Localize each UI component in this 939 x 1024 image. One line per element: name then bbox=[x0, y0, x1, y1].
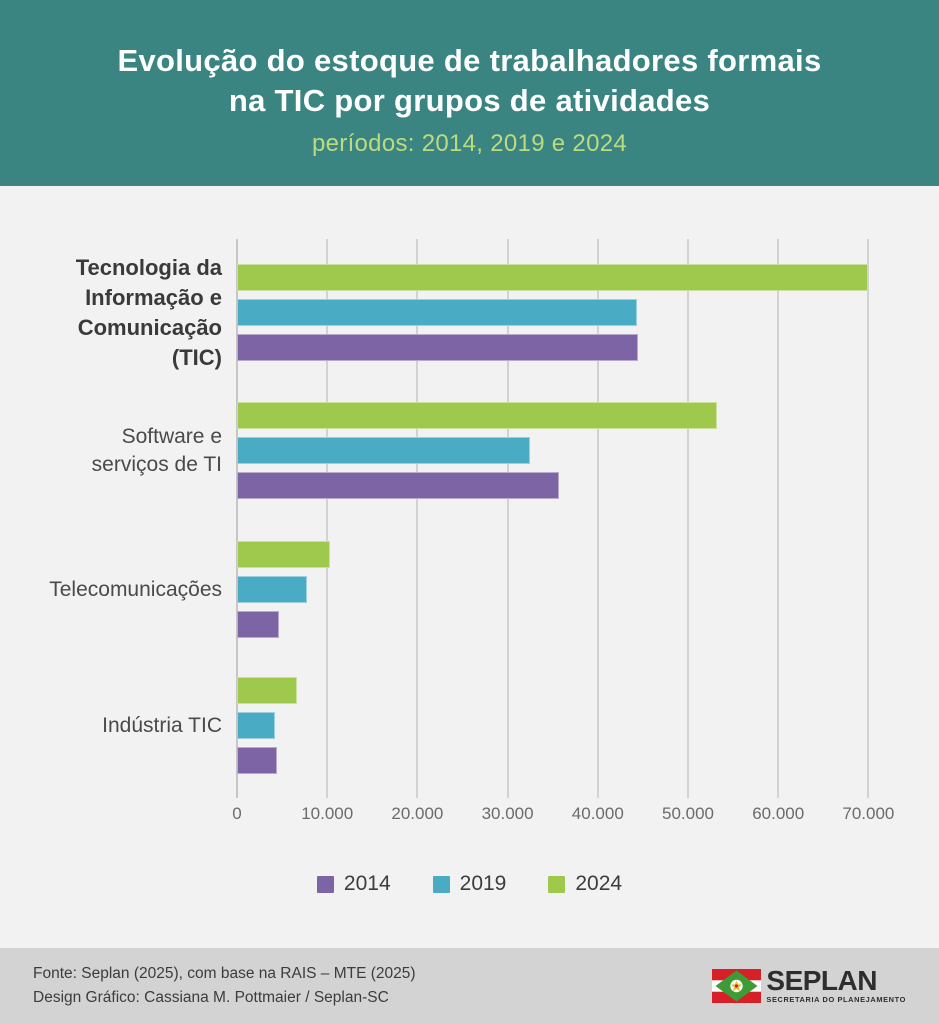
footer-credits: Fonte: Seplan (2025), com base na RAIS –… bbox=[33, 962, 416, 1010]
bar-2014 bbox=[237, 747, 277, 774]
seplan-wordmark: SEPLAN SECRETARIA DO PLANEJAMENTO bbox=[766, 965, 906, 1005]
seplan-logo: SEPLAN SECRETARIA DO PLANEJAMENTO bbox=[712, 965, 906, 1005]
bar-chart: Tecnologia da Informação e Comunicação (TIC… bbox=[0, 186, 939, 948]
gridline bbox=[867, 239, 870, 798]
bar-2014 bbox=[237, 334, 638, 361]
category-label: Telecomunicações bbox=[49, 577, 222, 601]
legend-item-2024: 2024 bbox=[548, 872, 622, 896]
gridline bbox=[506, 239, 509, 798]
legend-item-2019: 2019 bbox=[432, 872, 507, 896]
bar-2024 bbox=[237, 541, 330, 568]
gridline bbox=[687, 239, 689, 798]
legend-label: 2019 bbox=[459, 872, 507, 895]
gridline bbox=[416, 239, 419, 798]
x-tick-label: 30.000 bbox=[481, 804, 534, 823]
legend-item-2014: 2014 bbox=[316, 872, 391, 896]
x-tick-label: 0 bbox=[232, 804, 242, 823]
bar-2014 bbox=[237, 472, 559, 499]
x-tick-label: 10.000 bbox=[301, 804, 354, 823]
legend-swatch bbox=[548, 875, 566, 893]
y-axis-line bbox=[236, 239, 238, 798]
x-tick-label: 70.000 bbox=[842, 804, 895, 823]
santa-catarina-flag-icon bbox=[712, 969, 762, 1003]
bar-2019 bbox=[237, 437, 530, 464]
legend: 2014 2019 2024 bbox=[0, 872, 939, 896]
credit-line: Design Gráfico: Cassiana M. Pottmaier / … bbox=[33, 989, 389, 1006]
gridline bbox=[326, 239, 329, 798]
page-title-line1: Evolução do estoque de trabalhadores for… bbox=[117, 43, 822, 78]
logo-subtext: SECRETARIA DO PLANEJAMENTO bbox=[766, 995, 906, 1004]
logo-name-text: SEPLAN bbox=[766, 965, 877, 996]
category-label: Software e serviços de TI bbox=[91, 424, 222, 476]
legend-swatch bbox=[432, 875, 450, 893]
bar-2019 bbox=[237, 576, 307, 603]
gridline bbox=[596, 239, 599, 798]
page-title-line2: na TIC por grupos de atividades bbox=[228, 83, 711, 118]
plot-area bbox=[236, 239, 905, 798]
category-label: Indústria TIC bbox=[102, 713, 222, 737]
bar-2024 bbox=[237, 677, 297, 704]
x-tick-label: 50.000 bbox=[662, 804, 714, 823]
source-line: Fonte: Seplan (2025), com base na RAIS –… bbox=[33, 965, 416, 982]
legend-label: 2024 bbox=[575, 872, 623, 895]
legend-swatch bbox=[316, 875, 334, 893]
bar-2024 bbox=[237, 402, 717, 429]
bar-2024 bbox=[237, 264, 868, 291]
x-tick-label: 40.000 bbox=[571, 804, 624, 823]
x-tick-label: 60.000 bbox=[752, 804, 805, 823]
bar-2014 bbox=[237, 611, 279, 638]
bar-2019 bbox=[237, 712, 275, 739]
gridline bbox=[777, 239, 780, 798]
x-tick-label: 20.000 bbox=[391, 804, 444, 823]
legend-label: 2014 bbox=[343, 872, 391, 895]
page-subtitle: períodos: 2014, 2019 e 2024 bbox=[311, 130, 628, 157]
category-label: Tecnologia da Informação e Comunicação (TIC… bbox=[75, 254, 222, 370]
header: Evolução do estoque de trabalhadores for… bbox=[0, 0, 939, 186]
footer: Fonte: Seplan (2025), com base na RAIS –… bbox=[0, 948, 939, 1024]
bar-2019 bbox=[237, 299, 637, 326]
